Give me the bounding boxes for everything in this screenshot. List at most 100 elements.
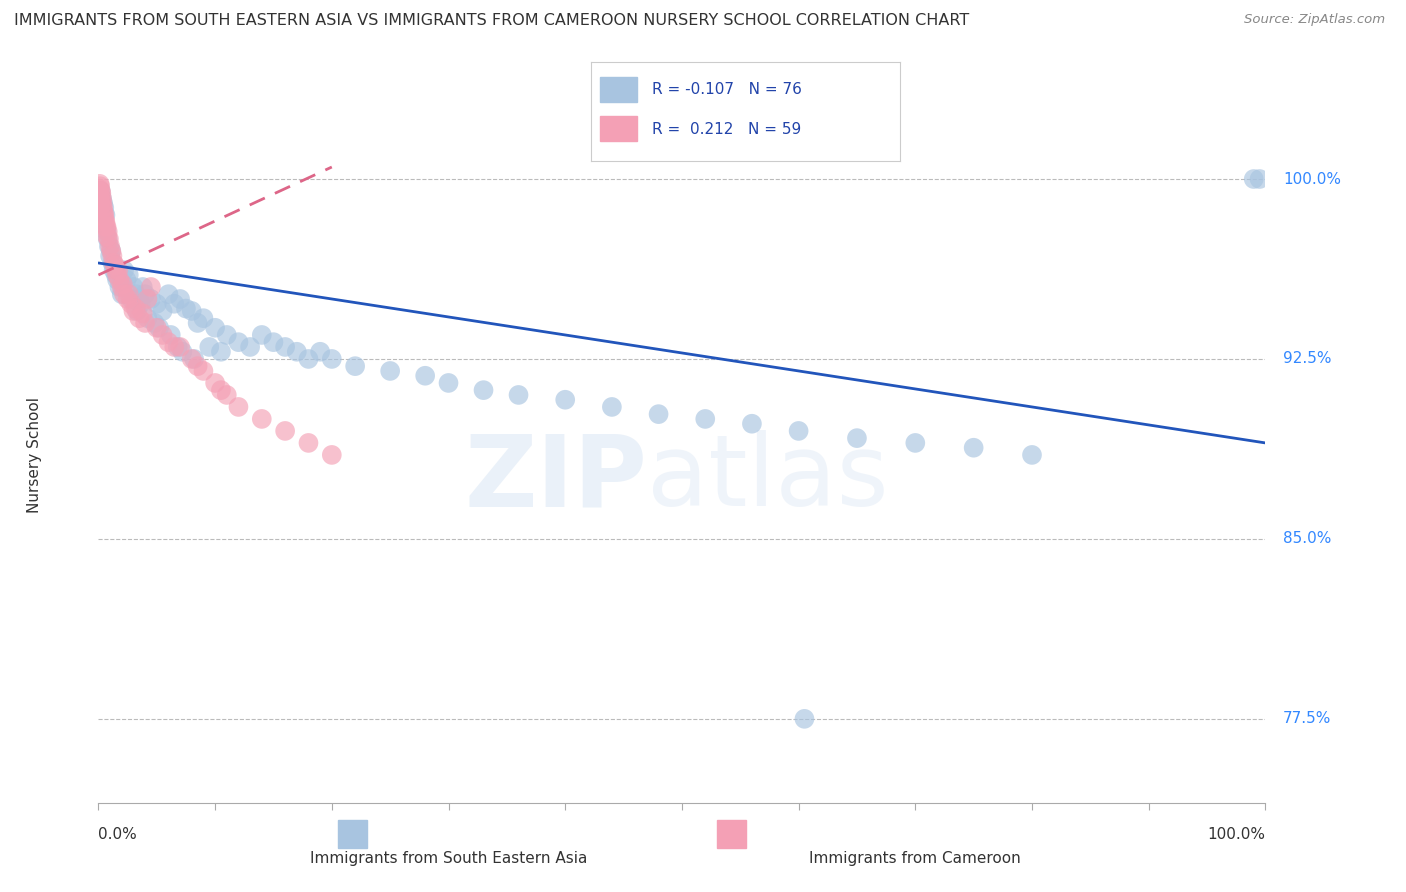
Point — [250, 328, 273, 343]
Text: 85.0%: 85.0% — [1282, 532, 1331, 547]
Point — [274, 424, 297, 438]
Point — [118, 287, 141, 301]
Point — [321, 351, 343, 366]
Point — [125, 287, 148, 301]
Point — [91, 201, 114, 215]
Point — [163, 297, 186, 311]
Point — [297, 351, 319, 366]
Point — [103, 256, 125, 270]
Point — [93, 205, 115, 219]
Point — [152, 328, 174, 343]
Point — [209, 383, 232, 397]
Point — [787, 424, 810, 438]
Point — [157, 287, 180, 301]
Point — [134, 316, 156, 330]
Point — [146, 320, 169, 334]
Point — [91, 196, 114, 211]
Point — [215, 328, 238, 343]
Point — [91, 196, 114, 211]
Point — [104, 263, 127, 277]
Point — [139, 280, 162, 294]
Point — [97, 232, 120, 246]
Point — [285, 344, 308, 359]
Text: IMMIGRANTS FROM SOUTH EASTERN ASIA VS IMMIGRANTS FROM CAMEROON NURSERY SCHOOL CO: IMMIGRANTS FROM SOUTH EASTERN ASIA VS IM… — [14, 13, 969, 29]
Text: 92.5%: 92.5% — [1282, 351, 1331, 367]
Point — [163, 340, 186, 354]
Text: Nursery School: Nursery School — [27, 397, 42, 513]
Text: 100.0%: 100.0% — [1282, 171, 1341, 186]
Text: R = -0.107   N = 76: R = -0.107 N = 76 — [652, 82, 803, 97]
Point — [262, 335, 284, 350]
Point — [89, 189, 111, 203]
Point — [134, 287, 156, 301]
Point — [413, 368, 436, 383]
Point — [344, 359, 367, 373]
Point — [239, 340, 262, 354]
Point — [180, 304, 202, 318]
Point — [97, 239, 120, 253]
Point — [93, 208, 115, 222]
Point — [250, 412, 273, 426]
Point — [129, 297, 152, 311]
Point — [143, 316, 166, 330]
Point — [120, 292, 142, 306]
Point — [108, 280, 131, 294]
Point — [695, 412, 717, 426]
Text: Immigrants from Cameroon: Immigrants from Cameroon — [810, 851, 1021, 866]
Point — [297, 436, 319, 450]
Bar — [600, 117, 637, 141]
Point — [96, 219, 118, 234]
Point — [183, 351, 205, 366]
Point — [193, 364, 215, 378]
Point — [111, 287, 134, 301]
Bar — [600, 78, 637, 102]
Point — [94, 208, 117, 222]
Point — [1021, 448, 1043, 462]
Point — [204, 320, 226, 334]
Point — [101, 256, 124, 270]
Point — [136, 311, 159, 326]
Point — [198, 340, 221, 354]
Point — [89, 194, 111, 208]
Point — [125, 301, 148, 316]
Point — [215, 388, 238, 402]
Point — [103, 263, 125, 277]
Text: atlas: atlas — [647, 431, 889, 527]
Point — [94, 212, 117, 227]
Bar — [717, 820, 747, 848]
Point — [741, 417, 763, 431]
Point — [166, 340, 188, 354]
Point — [115, 273, 138, 287]
Point — [904, 436, 927, 450]
Point — [122, 304, 145, 318]
Point — [136, 292, 159, 306]
Point — [152, 304, 174, 318]
Point — [172, 344, 194, 359]
Point — [90, 191, 112, 205]
Point — [105, 273, 128, 287]
Point — [169, 340, 191, 354]
Point — [120, 297, 142, 311]
Point — [97, 225, 120, 239]
Point — [111, 280, 134, 294]
Point — [97, 232, 120, 246]
Point — [93, 201, 115, 215]
Point — [1243, 172, 1265, 186]
Point — [159, 328, 181, 343]
Point — [132, 306, 155, 320]
Point — [180, 351, 202, 366]
Point — [600, 400, 623, 414]
Point — [98, 249, 121, 263]
Point — [125, 304, 148, 318]
Bar — [337, 820, 367, 848]
Point — [117, 292, 139, 306]
Point — [90, 184, 112, 198]
Point — [169, 292, 191, 306]
Point — [107, 263, 129, 277]
Point — [962, 441, 984, 455]
Point — [108, 273, 131, 287]
Point — [274, 340, 297, 354]
Point — [554, 392, 576, 407]
Point — [309, 344, 332, 359]
Text: 100.0%: 100.0% — [1208, 827, 1265, 842]
